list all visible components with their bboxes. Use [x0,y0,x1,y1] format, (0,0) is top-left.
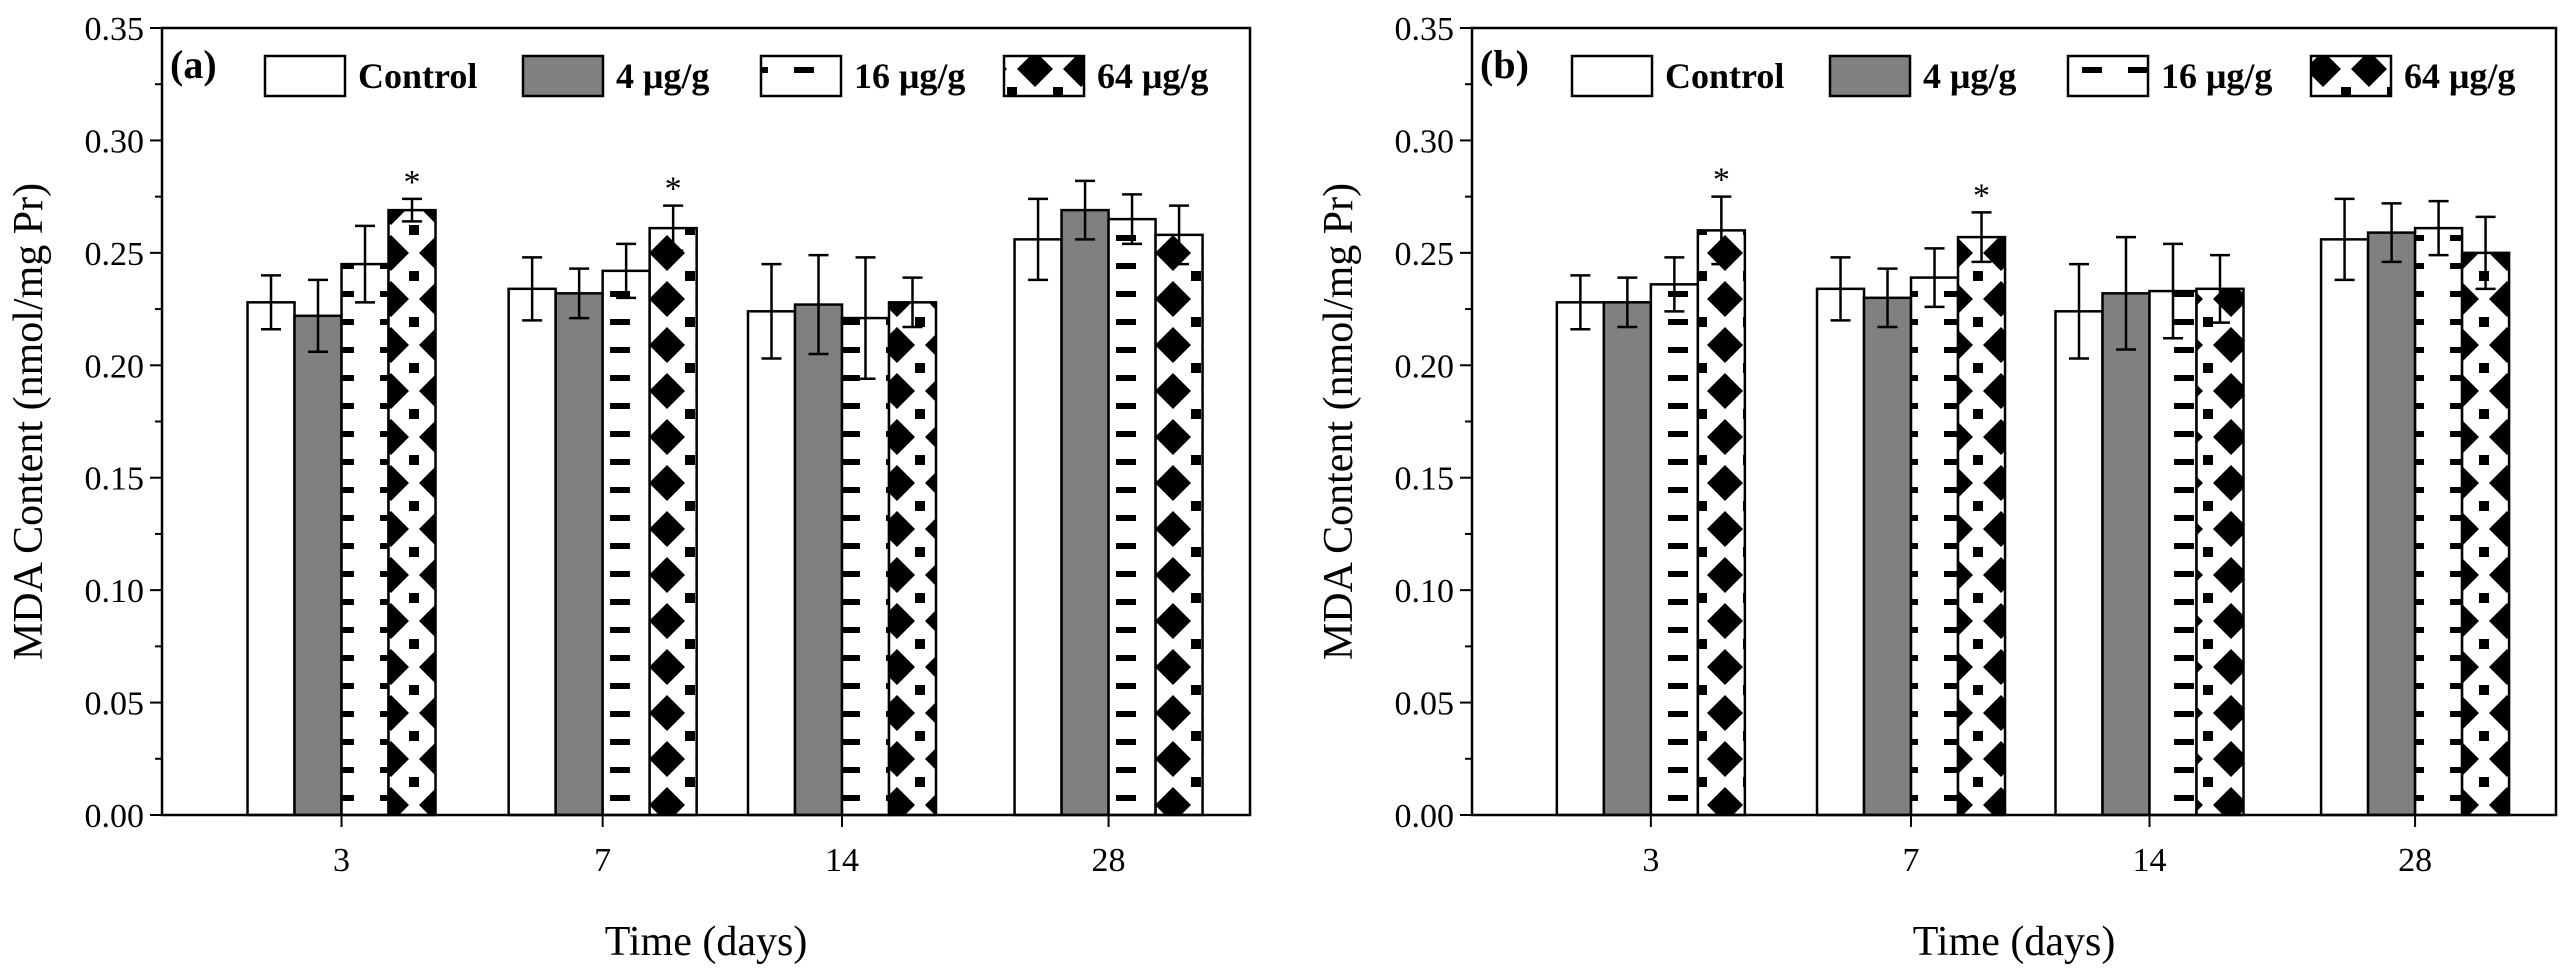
legend-label: 4 μg/g [616,56,709,96]
legend-swatch [1828,54,1912,98]
bar [1862,296,1913,817]
bar [648,226,698,817]
panel-b: 0.00 0.05 0.10 0.15 0.20 0.25 0.30 0.35 3 * 7 * 14 28… [1316,11,2558,965]
bar [793,303,844,817]
bar [507,287,557,817]
x-axis-title: Time (days) [1913,919,2116,965]
x-tick-label: 28 [2398,842,2432,879]
y-tick-label: 0.30 [85,123,145,160]
significance-mark: * [1713,162,1730,199]
y-tick-label: 0.25 [85,236,145,273]
bar [840,316,891,817]
bar [340,262,390,817]
y-tick-label: 0.35 [1395,11,1455,48]
y-tick-label: 0.20 [1395,348,1455,385]
x-axis-title: Time (days) [605,919,808,965]
panel-a: 0.00 0.05 0.10 0.15 0.20 0.25 0.30 0.35 3 * 7 * 14 28… [6,11,1252,965]
bar [2148,289,2198,817]
y-tick-label: 0.15 [1395,461,1455,498]
y-tick-label: 0.20 [85,348,145,385]
bar [2366,231,2417,817]
bar [1107,217,1157,817]
bar [2054,310,2104,817]
bar [2195,287,2245,817]
x-tick-label: 14 [2133,842,2167,879]
significance-mark: * [1973,177,1990,214]
legend-label: 16 μg/g [854,56,965,96]
bar [1696,229,1747,817]
panel-label: (a) [170,42,217,87]
bar [1555,301,1606,817]
legend-label: 64 μg/g [2404,56,2515,96]
x-tick-label: 3 [1642,842,1659,879]
y-axis-title: MDA Content (nmol/mg Pr) [1316,183,1362,660]
x-tick-label: 7 [1903,842,1920,879]
bar [1602,301,1653,817]
bar [293,314,343,817]
y-tick-label: 0.30 [1395,123,1455,160]
significance-mark: * [665,171,682,208]
legend-swatch [2066,54,2150,98]
y-tick-label: 0.00 [1395,798,1455,835]
legend-swatch [263,54,347,98]
bar [1649,283,1700,817]
x-tick-label: 7 [594,842,611,879]
plot-frame [160,26,1252,817]
y-tick-label: 0.35 [85,11,145,48]
legend-label: 16 μg/g [2161,56,2272,96]
y-tick-label: 0.05 [85,686,145,723]
bar [387,208,437,817]
y-tick-label: 0.05 [1395,686,1455,723]
y-tick-label: 0.00 [85,798,145,835]
legend-label: 4 μg/g [1923,56,2016,96]
bar [1815,287,1866,817]
legend-label: 64 μg/g [1097,56,1208,96]
y-tick-label: 0.25 [1395,236,1455,273]
bar [1013,238,1063,817]
bar [1956,235,2007,817]
legend-label: Control [358,56,477,96]
plot-frame [1470,26,2558,817]
x-tick-label: 3 [333,842,350,879]
legend-swatch [759,54,843,98]
legend-swatch [2309,54,2393,98]
legend-swatch [1570,54,1654,98]
bar [887,301,938,817]
y-axis-title: MDA Content (nmol/mg Pr) [6,183,52,660]
bar [554,292,604,817]
bar [601,269,651,817]
bar [2460,251,2511,817]
y-tick-label: 0.10 [85,573,145,610]
significance-mark: * [404,164,421,201]
x-tick-label: 14 [825,842,859,879]
panel-label: (b) [1480,42,1529,87]
legend-swatch [1002,54,1086,98]
bar [2319,238,2370,817]
bar [1154,233,1204,817]
bar [1909,276,1960,817]
bar [746,310,797,817]
bar [2413,226,2464,817]
bar [246,301,296,817]
bar [2101,292,2151,817]
bar [1060,208,1110,817]
x-tick-label: 28 [1092,842,1126,879]
y-tick-label: 0.10 [1395,573,1455,610]
legend-label: Control [1665,56,1784,96]
legend-swatch [521,54,605,98]
y-tick-label: 0.15 [85,461,145,498]
